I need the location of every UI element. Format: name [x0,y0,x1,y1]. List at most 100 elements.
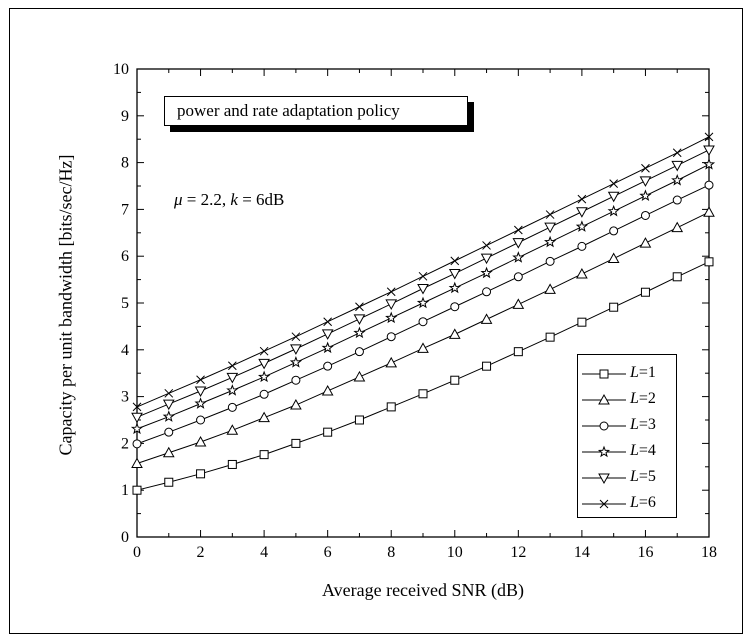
legend-label-variable: L [630,364,639,381]
figure-frame [9,8,743,634]
x-tick-label: 0 [133,544,141,561]
data-point [194,435,207,447]
data-point [639,237,652,248]
data-point [321,384,334,396]
data-point [450,375,460,385]
series-l-1 [132,257,714,495]
data-point [640,210,650,220]
data-point [196,469,206,479]
legend-swatch [582,473,626,485]
data-point [450,302,460,312]
k-value: = 6dB [237,190,285,209]
legend-swatch [582,499,626,509]
data-point [575,220,588,232]
data-point [512,298,525,309]
data-point [418,389,428,399]
data-point [227,402,237,412]
data-point [353,326,366,339]
legend-label: L=1 [630,364,656,382]
data-point [704,180,714,190]
data-point [672,195,682,205]
data-point [226,372,239,384]
legend-label-value: =3 [638,416,656,433]
legend-swatch [582,369,626,379]
data-point [323,317,333,327]
legend-label-variable: L [630,390,639,407]
data-point [323,361,333,371]
data-point [386,332,396,342]
mu-value: = 2.2, [182,190,231,209]
data-point [353,314,366,325]
legend-label: L=6 [630,494,656,512]
legend-label-variable: L [630,494,639,511]
data-point [482,287,492,297]
data-point [639,189,652,202]
data-point [162,446,175,458]
data-point [480,313,493,324]
y-tick-label: 10 [113,61,129,78]
legend-item: L=5 [578,465,678,491]
data-point [290,344,302,355]
legend-swatch [582,421,626,431]
data-point [418,317,428,327]
data-point [448,281,461,294]
y-tick-label: 2 [121,435,129,452]
legend-label: L=5 [630,468,656,486]
legend-marker [598,473,610,485]
data-point [323,427,333,437]
y-tick-label: 6 [121,248,129,265]
data-point [385,299,398,310]
legend-item: L=6 [578,491,678,517]
data-point [480,266,493,279]
data-point [544,222,556,234]
legend-marker [597,445,611,458]
data-point [132,402,142,412]
data-point [513,347,523,357]
data-point [132,485,142,495]
data-point [512,238,525,249]
data-point [291,332,301,342]
data-point [227,459,237,469]
x-tick-label: 12 [510,544,526,561]
data-point [576,207,588,218]
legend-marker [599,421,609,431]
data-point [609,226,619,236]
data-point [513,225,523,235]
data-point [132,439,142,449]
x-tick-label: 14 [574,544,590,561]
x-tick-label: 6 [324,544,332,561]
series-l-5 [131,145,715,424]
data-point [704,132,714,142]
data-point [640,287,650,297]
y-tick-label: 4 [121,342,129,359]
data-point [641,163,650,173]
data-point [355,302,364,312]
data-point [164,427,174,437]
legend-item: L=4 [578,439,678,465]
legend-label-value: =1 [638,364,656,381]
data-point [258,370,271,383]
data-point [607,204,620,217]
data-point [131,457,143,469]
data-point [196,375,205,385]
data-point [385,311,398,324]
legend-swatch [582,393,626,405]
series-l-2 [131,206,715,469]
data-point [450,256,460,266]
parameter-annotation: μ = 2.2, k = 6dB [174,190,284,210]
legend-item: L=1 [578,361,678,387]
data-point [226,424,239,435]
data-point [448,269,461,280]
data-point [672,148,682,158]
data-point [576,267,588,279]
legend-label-value: =5 [638,468,656,485]
data-point [162,399,175,411]
data-point [639,176,652,187]
y-axis-label: Capacity per unit bandwidth [bits/sec/Hz… [55,154,76,456]
legend-marker [599,369,609,379]
data-point [164,477,174,487]
data-point [386,287,396,297]
series-layer [130,132,716,495]
y-tick-label: 7 [121,201,129,218]
